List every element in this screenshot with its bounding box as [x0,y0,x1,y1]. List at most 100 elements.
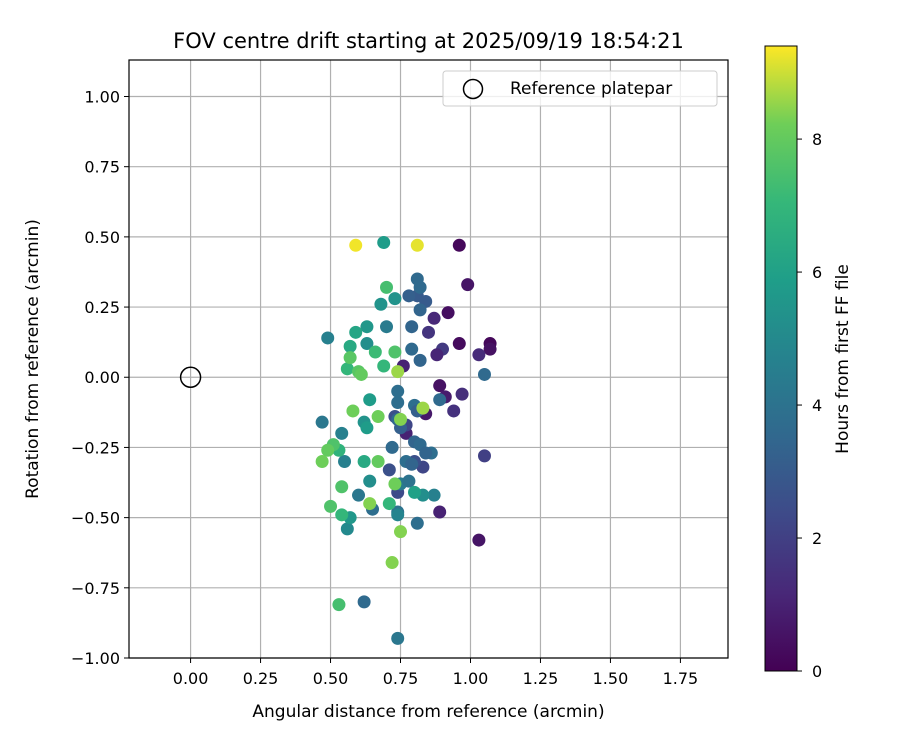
data-point [433,505,447,519]
x-tick-label: 0.50 [313,669,349,688]
data-point [343,339,357,353]
data-point [315,454,329,468]
y-tick-label: 0.50 [84,228,120,247]
data-point [402,474,416,488]
data-point [335,508,349,522]
y-tick-label: −1.00 [71,649,120,668]
data-point [338,454,352,468]
data-point [405,342,419,356]
data-point [472,348,486,362]
data-point [388,292,402,306]
colorbar-tick-label: 4 [812,396,822,415]
x-tick-label: 0.00 [173,669,209,688]
data-point [391,396,405,410]
y-tick-label: −0.25 [71,438,120,457]
y-tick-label: −0.75 [71,579,120,598]
x-tick-label: 0.25 [243,669,279,688]
y-axis-ticks: −1.00 −0.75 −0.50 −0.25 0.00 0.25 0.50 0.75 1.00 [71,87,129,668]
reference-platepar-marker [179,366,202,388]
data-point [410,238,424,252]
data-point [363,497,377,511]
colorbar-tick-label: 2 [812,529,822,548]
data-point [360,337,374,351]
data-point [410,516,424,530]
colorbar-tick-label: 6 [812,263,822,282]
data-point [340,362,354,376]
data-point [477,367,491,381]
data-point [335,480,349,494]
data-point [452,337,466,351]
data-point [382,497,396,511]
data-point [371,454,385,468]
data-point [374,297,388,311]
data-point [433,379,447,393]
data-point [388,345,402,359]
data-point [315,415,329,429]
colorbar-tick-label: 0 [812,662,822,681]
data-point [380,280,394,294]
data-point [377,235,391,249]
data-point [340,522,354,536]
colorbar-tick-label: 8 [812,130,822,149]
data-point [422,325,435,339]
data-point [346,404,360,418]
data-point [419,446,433,460]
data-point [352,488,366,502]
data-point [371,410,385,424]
data-point [357,454,371,468]
data-point [382,463,396,477]
y-tick-label: −0.50 [71,509,120,528]
data-point [354,367,368,381]
data-point [472,533,486,547]
data-point [368,345,382,359]
data-point [405,457,419,471]
grid-lines [129,60,728,659]
data-point [461,278,475,292]
legend: Reference platepar [442,70,718,107]
x-tick-label: 1.75 [663,669,699,688]
data-point [363,393,377,407]
data-point [394,525,408,539]
data-point [455,387,469,401]
data-point [324,499,338,513]
data-point [477,449,491,463]
reference-marker-group [179,366,202,388]
data-point [332,598,346,612]
data-point [343,351,357,365]
x-tick-label: 1.25 [523,669,559,688]
y-tick-label: 0.75 [84,158,120,177]
data-point [430,348,444,362]
data-point [405,320,419,334]
data-point [349,238,363,252]
data-point [380,320,394,334]
chart-title: FOV centre drift starting at 2025/09/19 … [173,29,684,53]
legend-label: Reference platepar [510,79,672,99]
x-tick-label: 1.00 [453,669,489,688]
data-point [427,488,441,502]
data-point [385,440,399,454]
legend-box [442,70,718,107]
data-point [391,384,405,398]
data-point [416,401,430,415]
data-point [391,631,405,645]
data-point [391,365,405,379]
data-point [433,393,447,407]
y-axis-label: Rotation from reference (arcmin) [23,219,43,499]
data-point [427,311,441,325]
data-point [363,474,377,488]
plot-frame [128,59,729,659]
data-point [402,289,416,303]
data-point [388,477,402,491]
data-point [360,421,374,435]
x-axis-label: Angular distance from reference (arcmin) [252,702,604,722]
data-point [408,485,422,499]
data-points [315,235,497,645]
data-point [349,325,363,339]
colorbar-gradient [764,45,798,672]
data-point [385,556,399,570]
x-tick-label: 1.50 [593,669,629,688]
colorbar-ticks: 0 2 4 6 8 [797,130,822,681]
data-point [413,353,427,367]
colorbar: 0 2 4 6 8 Hours from first FF file [764,45,853,681]
